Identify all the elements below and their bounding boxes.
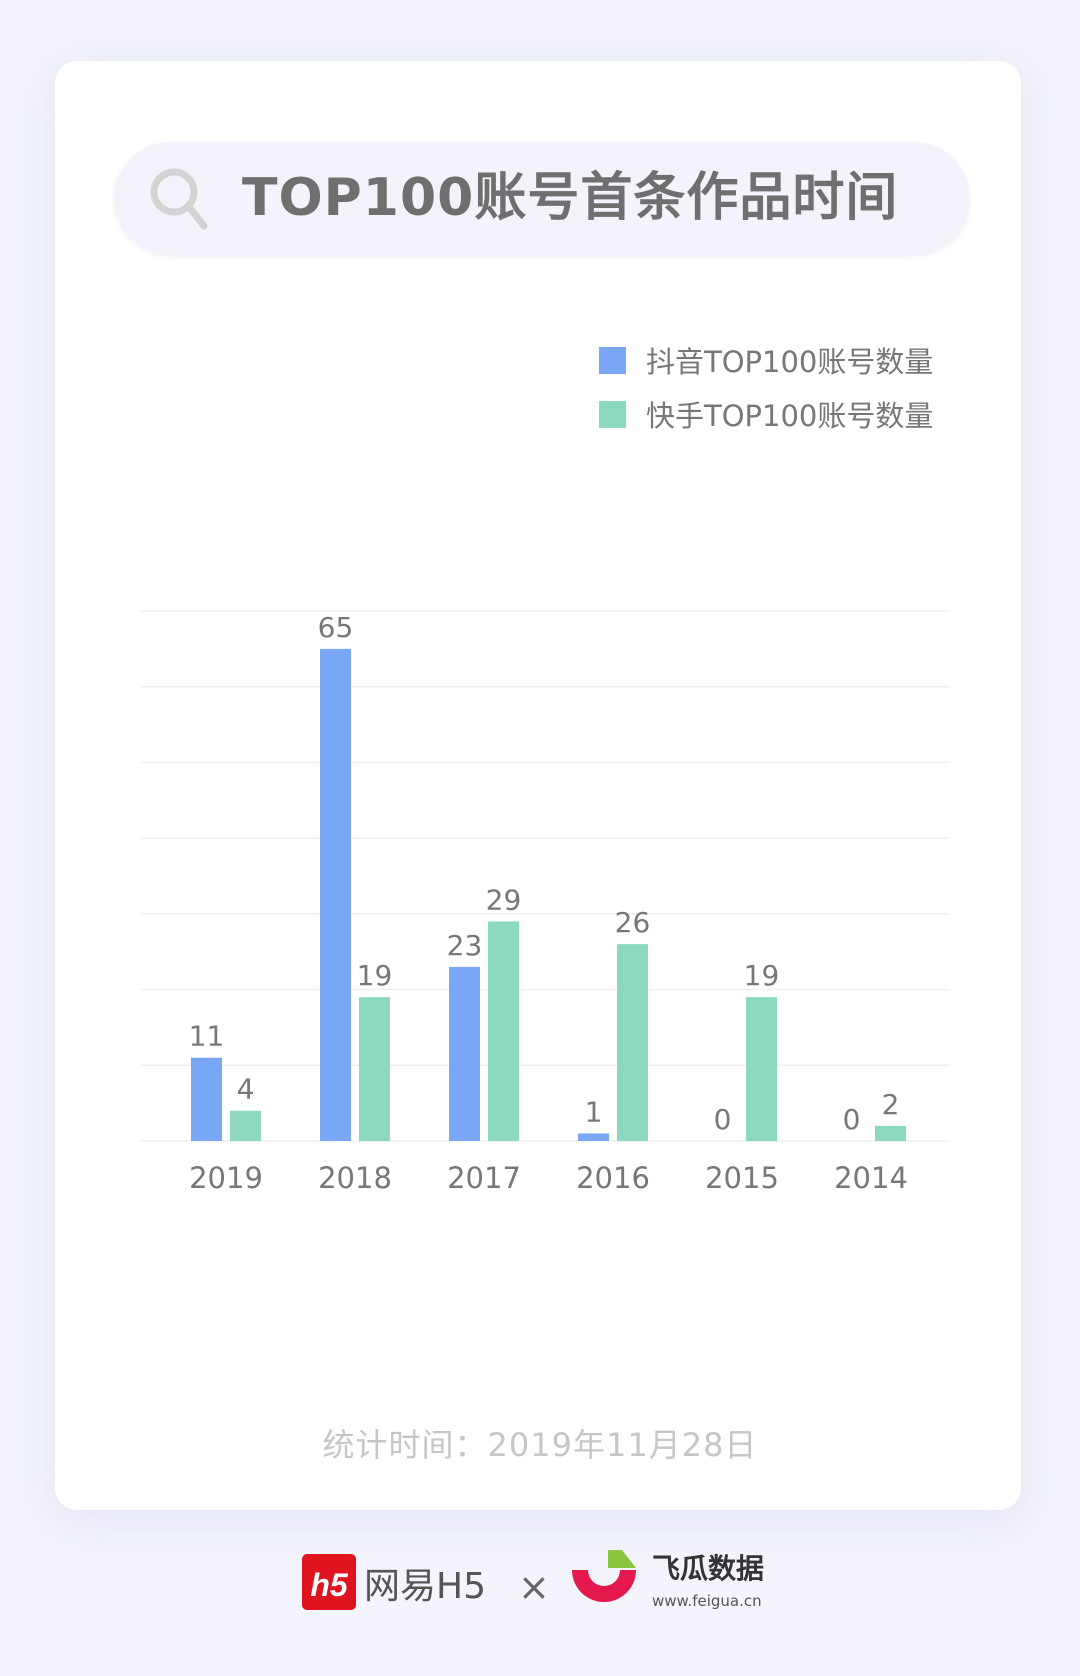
search-bar[interactable]: TOP100账号首条作品时间 (114, 142, 970, 255)
data-label: 19 (744, 959, 780, 992)
legend-label: 快手TOP100账号数量 (646, 399, 934, 433)
search-icon (150, 168, 208, 230)
x-tick-label: 2014 (834, 1161, 908, 1195)
feigua-url: www.feigua.cn (652, 1592, 762, 1610)
svg-text:h5: h5 (310, 1567, 349, 1603)
data-label: 23 (447, 929, 483, 962)
data-label: 0 (714, 1103, 732, 1136)
bar (617, 944, 648, 1141)
data-label: 1 (585, 1095, 603, 1128)
data-label: 26 (615, 906, 651, 939)
x-tick-label: 2016 (576, 1161, 650, 1195)
legend-item-douyin: 抖音TOP100账号数量 (599, 339, 933, 381)
bar (230, 1110, 261, 1141)
feigua-logo-icon (572, 1570, 636, 1602)
x-tick-label: 2017 (447, 1161, 521, 1195)
page-title: TOP100账号首条作品时间 (242, 168, 899, 228)
data-label: 19 (357, 959, 393, 992)
netease-h5-label: 网易H5 (364, 1566, 486, 1607)
bar (191, 1057, 222, 1141)
bar (875, 1125, 906, 1141)
stat-time-note: 统计时间：2019年11月28日 (322, 1426, 758, 1464)
x-tick-label: 2019 (189, 1161, 263, 1195)
separator: × (518, 1565, 550, 1609)
data-label: 29 (486, 883, 522, 916)
legend-item-kuaishou: 快手TOP100账号数量 (599, 393, 933, 435)
data-label: 4 (237, 1073, 255, 1106)
bar (320, 648, 351, 1141)
netease-h5-logo-icon (302, 1554, 356, 1610)
chart-card (55, 61, 1021, 1510)
x-tick-label: 2018 (318, 1161, 392, 1195)
bar (449, 966, 480, 1141)
x-tick-label: 2015 (705, 1161, 779, 1195)
legend-label: 抖音TOP100账号数量 (646, 345, 934, 379)
data-label: 65 (318, 611, 354, 644)
legend-swatch (599, 346, 626, 374)
bar (359, 997, 390, 1141)
data-label: 2 (882, 1088, 900, 1121)
data-label: 11 (189, 1020, 225, 1053)
bar (578, 1133, 609, 1141)
data-label: 0 (843, 1103, 861, 1136)
legend-swatch (599, 400, 626, 428)
bar (746, 997, 777, 1141)
partner-logos: h5 网易H5 × 飞瓜数据 www.feigua.cn (302, 1550, 764, 1610)
feigua-label: 飞瓜数据 (652, 1552, 764, 1585)
bar (488, 921, 519, 1141)
